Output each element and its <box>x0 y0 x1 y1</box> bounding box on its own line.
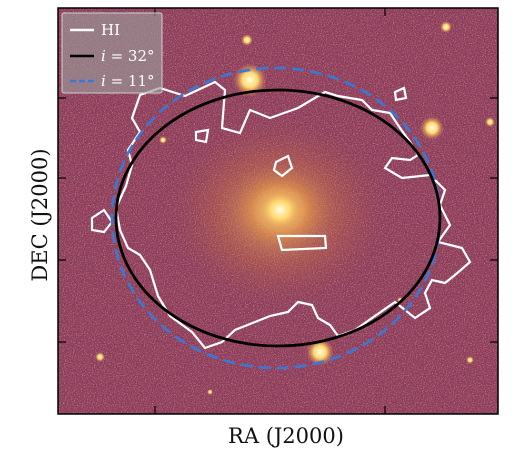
plot-frame <box>57 7 499 415</box>
legend-label-i32: i = 32° <box>101 47 155 65</box>
legend-label-i11: i = 11° <box>101 72 155 90</box>
x-axis-label: RA (J2000) <box>228 424 344 448</box>
hi-contour <box>90 80 472 350</box>
ellipse-i32 <box>114 88 442 348</box>
axis-ticks <box>58 8 498 414</box>
legend-label-hi: HI <box>101 21 120 39</box>
y-axis-label: DEC (J2000) <box>28 148 52 282</box>
legend: HI i = 32° i = 11° <box>61 12 163 94</box>
